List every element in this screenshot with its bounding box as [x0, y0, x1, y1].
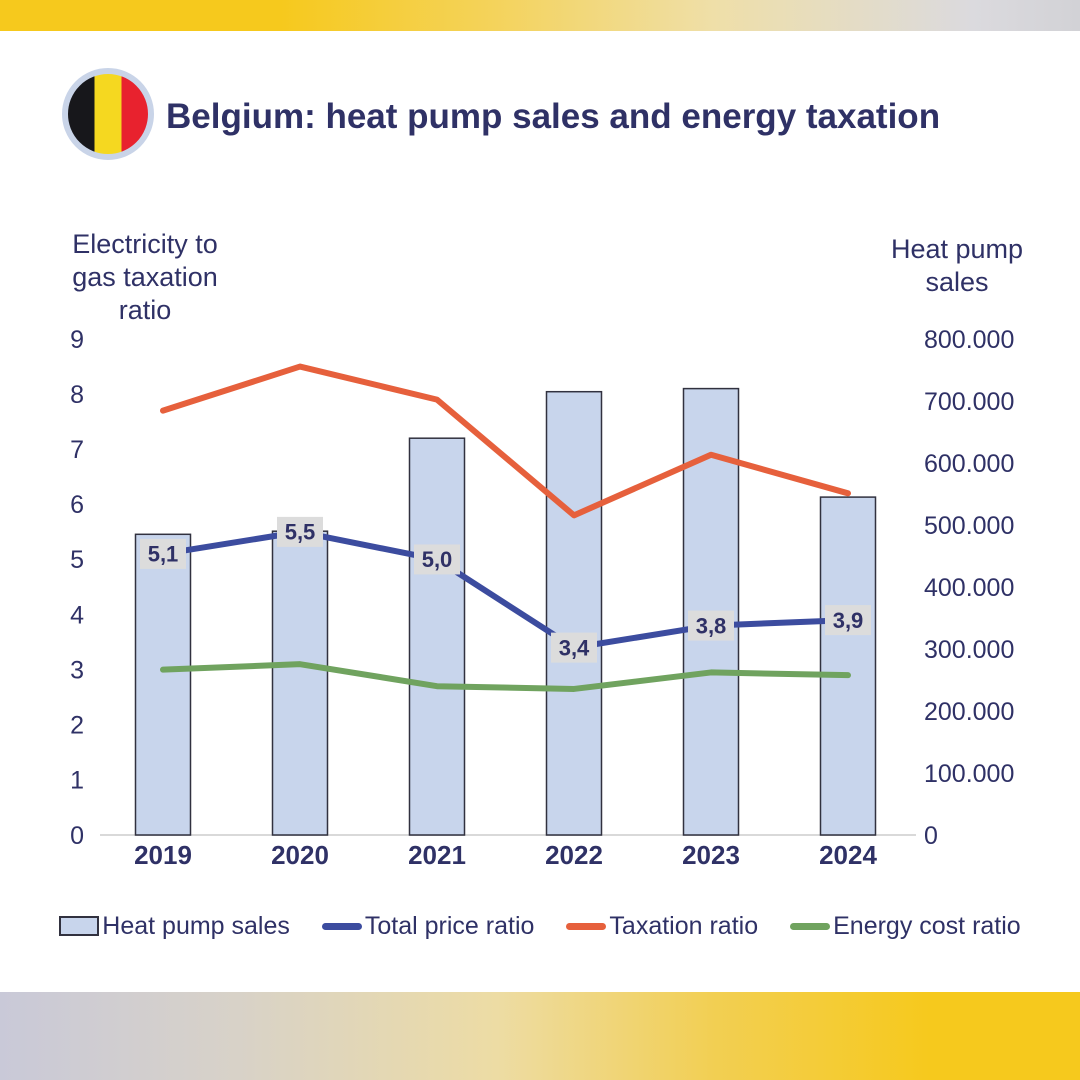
- right-axis-title: Heat pump: [891, 234, 1023, 264]
- legend-item-taxation-ratio: Taxation ratio: [566, 912, 758, 941]
- line-total-price-ratio: [160, 528, 851, 651]
- point-label-bg: [688, 610, 734, 641]
- right-axis-tick: 0: [924, 822, 938, 850]
- right-axis-tick: 700.000: [924, 388, 1014, 416]
- belgium-flag-icon: [62, 68, 154, 160]
- left-axis-tick: 9: [70, 326, 84, 354]
- x-axis-label-2021: 2021: [408, 840, 466, 870]
- right-axis-tick: 200.000: [924, 698, 1014, 726]
- legend-label: Energy cost ratio: [833, 911, 1021, 940]
- right-axis-title: sales: [925, 267, 988, 297]
- page-title: Belgium: heat pump sales and energy taxa…: [166, 97, 941, 136]
- right-axis-tick: 100.000: [924, 760, 1014, 788]
- point-label: 5,1: [148, 542, 179, 567]
- left-axis-title: Electricity to: [72, 229, 218, 259]
- left-axis-tick: 1: [70, 767, 84, 795]
- legend-label: Taxation ratio: [609, 911, 759, 940]
- left-axis-tick: 5: [70, 546, 84, 574]
- point-label: 3,4: [559, 635, 590, 660]
- x-axis-label-2024: 2024: [819, 840, 877, 870]
- x-axis-label-2023: 2023: [682, 840, 740, 870]
- legend-label: Total price ratio: [364, 911, 535, 940]
- point-label-bg: [414, 544, 460, 575]
- x-axis-label-2019: 2019: [134, 840, 192, 870]
- legend-item-heat-pump-sales: Heat pump sales: [59, 912, 290, 941]
- point-label-bg: [551, 632, 597, 663]
- point-label-bg: [825, 605, 871, 636]
- bar-2024: [819, 496, 877, 836]
- left-axis-tick: 6: [70, 491, 84, 519]
- bar-swatch-icon: [59, 916, 100, 936]
- line-taxation-ratio: [160, 363, 851, 519]
- left-axis-tick: 8: [70, 381, 84, 409]
- line-swatch-icon: [321, 922, 362, 930]
- left-axis-tick: 3: [70, 656, 84, 684]
- x-axis-label-2022: 2022: [545, 840, 603, 870]
- left-axis-tick: 7: [70, 436, 84, 464]
- legend-label: Heat pump sales: [102, 911, 290, 940]
- top-gradient-bar: [0, 0, 1080, 31]
- point-label-bg: [277, 516, 323, 547]
- line-energy-cost-ratio: [160, 661, 851, 692]
- point-label-bg: [140, 538, 186, 569]
- right-axis-tick: 300.000: [924, 636, 1014, 664]
- right-axis-tick: 800.000: [924, 326, 1014, 354]
- point-label: 5,0: [422, 547, 453, 572]
- line-swatch-icon: [790, 922, 831, 930]
- right-axis-tick: 500.000: [924, 512, 1014, 540]
- right-axis-tick: 600.000: [924, 450, 1014, 478]
- chart-legend: Heat pump sales Total price ratio Taxati…: [0, 908, 1080, 944]
- left-axis-tick: 4: [70, 601, 84, 629]
- legend-item-total-price-ratio: Total price ratio: [321, 911, 535, 941]
- bar-2022: [545, 390, 603, 836]
- point-label: 5,5: [285, 520, 316, 545]
- x-axis-label-2020: 2020: [271, 840, 329, 870]
- left-axis-tick: 0: [70, 822, 84, 850]
- line-swatch-icon: [566, 922, 607, 930]
- left-axis-title: gas taxation: [72, 262, 218, 292]
- bottom-gradient-bar: ehpa 25 years ★ ★ ★ ★ ★ ★ ★ ★: [0, 992, 1080, 1080]
- right-axis-tick: 400.000: [924, 574, 1014, 602]
- legend-item-energy-cost-ratio: Energy cost ratio: [790, 912, 1021, 941]
- point-label: 3,8: [696, 613, 727, 638]
- bar-2021: [408, 437, 466, 836]
- left-axis-tick: 2: [70, 712, 84, 740]
- left-axis-title: ratio: [119, 295, 172, 325]
- bar-2019: [134, 533, 192, 836]
- bar-2020: [271, 530, 329, 836]
- point-label: 3,9: [833, 608, 864, 633]
